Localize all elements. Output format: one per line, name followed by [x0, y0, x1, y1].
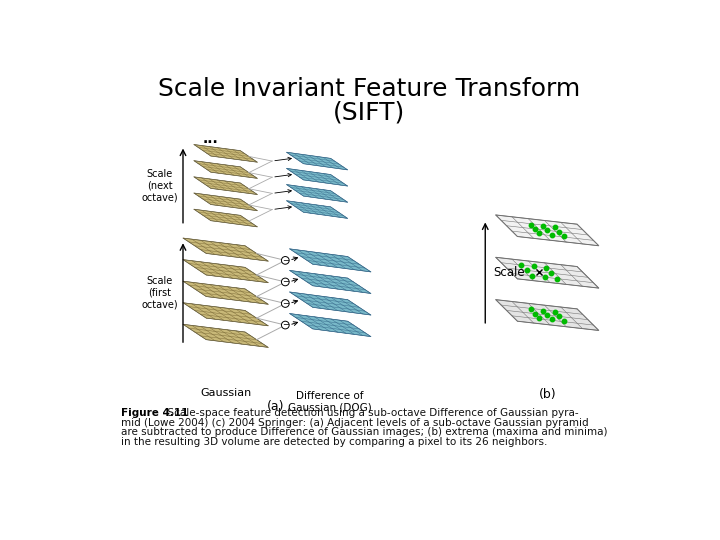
Polygon shape: [289, 271, 371, 294]
Polygon shape: [194, 161, 258, 178]
Text: Scale
(first
octave): Scale (first octave): [141, 276, 178, 309]
Text: −: −: [282, 256, 289, 265]
Text: (b): (b): [539, 388, 556, 401]
Text: in the resulting 3D volume are detected by comparing a pixel to its 26 neighbors: in the resulting 3D volume are detected …: [121, 437, 547, 447]
Text: Gaussian: Gaussian: [200, 388, 251, 398]
Polygon shape: [194, 145, 258, 162]
Polygon shape: [183, 238, 269, 261]
Text: −: −: [282, 299, 289, 308]
Circle shape: [282, 300, 289, 307]
Polygon shape: [495, 257, 599, 288]
Polygon shape: [289, 292, 371, 315]
Circle shape: [282, 278, 289, 286]
Polygon shape: [287, 201, 348, 218]
Polygon shape: [183, 325, 269, 347]
Polygon shape: [287, 152, 348, 170]
Polygon shape: [194, 193, 258, 211]
Text: Difference of
Gaussian (DOG): Difference of Gaussian (DOG): [289, 390, 372, 412]
Text: Scale Invariant Feature Transform: Scale Invariant Feature Transform: [158, 77, 580, 102]
Polygon shape: [287, 168, 348, 186]
Polygon shape: [495, 300, 599, 330]
Polygon shape: [194, 177, 258, 194]
Polygon shape: [183, 281, 269, 304]
Text: Scale: Scale: [493, 266, 525, 279]
Polygon shape: [194, 209, 258, 227]
Polygon shape: [289, 314, 371, 336]
Circle shape: [282, 256, 289, 264]
Text: −: −: [282, 321, 289, 329]
Text: are subtracted to produce Difference of Gaussian images; (b) extrema (maxima and: are subtracted to produce Difference of …: [121, 428, 608, 437]
Text: (SIFT): (SIFT): [333, 100, 405, 125]
Circle shape: [282, 321, 289, 329]
Text: −: −: [282, 278, 289, 286]
Text: Scale
(next
octave): Scale (next octave): [141, 169, 178, 202]
Text: Scale-space feature detection using a sub-octave Difference of Gaussian pyra-: Scale-space feature detection using a su…: [161, 408, 579, 418]
Text: (a): (a): [267, 400, 284, 413]
Text: ...: ...: [202, 132, 218, 146]
Polygon shape: [183, 260, 269, 283]
Text: mid (Lowe 2004) (c) 2004 Springer: (a) Adjacent levels of a sub-octave Gaussian : mid (Lowe 2004) (c) 2004 Springer: (a) A…: [121, 418, 589, 428]
Polygon shape: [495, 215, 599, 246]
Polygon shape: [287, 185, 348, 202]
Text: Figure 4.11: Figure 4.11: [121, 408, 189, 418]
Polygon shape: [183, 303, 269, 326]
Polygon shape: [289, 249, 371, 272]
